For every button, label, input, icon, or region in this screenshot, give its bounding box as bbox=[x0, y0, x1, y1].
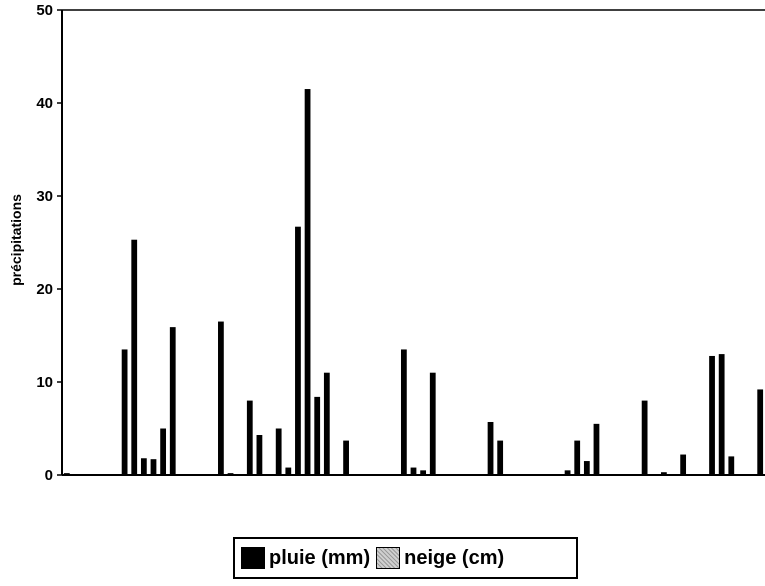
rain-bar bbox=[150, 459, 157, 475]
rain-bar bbox=[63, 473, 70, 475]
rain-bar bbox=[429, 372, 436, 475]
rain-bar bbox=[343, 440, 349, 475]
rain-bar bbox=[718, 354, 725, 475]
y-tick-label: 40 bbox=[36, 95, 53, 112]
axes bbox=[61, 9, 765, 476]
rain-bar bbox=[420, 470, 427, 475]
rain-bar bbox=[487, 421, 494, 475]
y-tick-label: 30 bbox=[36, 188, 53, 205]
rain-bar bbox=[295, 226, 301, 475]
rain-bar bbox=[246, 400, 253, 475]
rain-bar bbox=[218, 321, 224, 475]
rain-bar bbox=[227, 473, 234, 475]
rain-bar bbox=[497, 440, 504, 475]
rain-swatch bbox=[241, 547, 265, 569]
rain-bar bbox=[728, 456, 735, 475]
y-tick-label: 20 bbox=[36, 281, 53, 298]
y-tick-label: 50 bbox=[36, 2, 53, 19]
rain-bar bbox=[160, 428, 167, 475]
bars bbox=[63, 89, 764, 476]
legend: pluie (mm) neige (cm) bbox=[233, 537, 578, 579]
rain-bar bbox=[574, 440, 581, 475]
y-axis-label: précipitations bbox=[8, 194, 24, 286]
legend-label-snow: neige (cm) bbox=[404, 546, 505, 569]
rain-bar bbox=[121, 349, 128, 475]
rain-bar bbox=[256, 435, 263, 475]
rain-bar bbox=[583, 461, 590, 475]
rain-bar bbox=[285, 467, 292, 475]
y-ticks: 0 10 20 30 40 50 bbox=[36, 2, 62, 484]
rain-bar bbox=[140, 458, 147, 475]
snow-swatch bbox=[376, 547, 401, 569]
rain-bar bbox=[410, 467, 417, 475]
rain-bar bbox=[304, 89, 311, 476]
rain-bar bbox=[757, 389, 764, 475]
rain-bar bbox=[400, 349, 407, 475]
rain-bar bbox=[660, 472, 667, 475]
legend-label-rain: pluie (mm) bbox=[269, 546, 371, 569]
rain-bar bbox=[641, 400, 648, 475]
rain-bar bbox=[593, 423, 600, 475]
rain-bar bbox=[169, 327, 176, 475]
rain-bar bbox=[275, 428, 282, 475]
rain-bar bbox=[709, 355, 715, 475]
rain-bar bbox=[564, 470, 571, 475]
rain-bar bbox=[680, 454, 687, 475]
legend-item-rain: pluie (mm) bbox=[241, 547, 370, 570]
y-tick-label: 0 bbox=[45, 467, 53, 484]
legend-item-snow: neige (cm) bbox=[376, 547, 504, 570]
y-tick-label: 10 bbox=[36, 374, 53, 391]
rain-bar bbox=[131, 239, 138, 475]
rain-bar bbox=[323, 372, 330, 475]
rain-bar bbox=[314, 396, 321, 475]
